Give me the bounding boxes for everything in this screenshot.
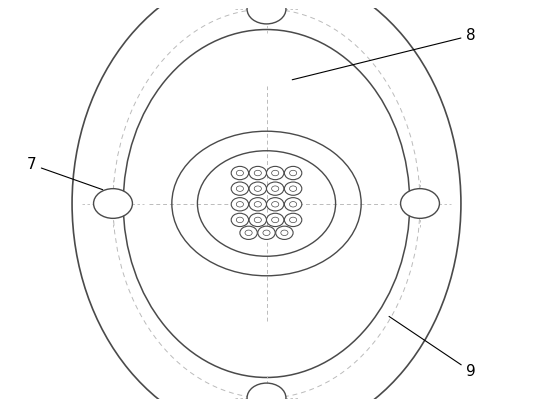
Circle shape: [249, 198, 266, 211]
Text: 7: 7: [26, 157, 103, 190]
Circle shape: [247, 383, 286, 407]
Text: 8: 8: [292, 28, 476, 80]
Circle shape: [231, 166, 248, 179]
Circle shape: [94, 189, 132, 218]
Circle shape: [266, 198, 284, 211]
Circle shape: [249, 213, 266, 227]
Circle shape: [249, 182, 266, 195]
Circle shape: [231, 182, 248, 195]
Circle shape: [249, 166, 266, 179]
Circle shape: [266, 166, 284, 179]
Circle shape: [285, 213, 302, 227]
Circle shape: [258, 226, 275, 239]
Circle shape: [266, 182, 284, 195]
Circle shape: [285, 182, 302, 195]
Circle shape: [231, 198, 248, 211]
Text: 9: 9: [389, 316, 476, 379]
Circle shape: [401, 189, 439, 218]
Circle shape: [266, 213, 284, 227]
Circle shape: [285, 166, 302, 179]
Circle shape: [231, 213, 248, 227]
Circle shape: [285, 198, 302, 211]
Circle shape: [247, 0, 286, 24]
Circle shape: [276, 226, 293, 239]
Circle shape: [240, 226, 257, 239]
